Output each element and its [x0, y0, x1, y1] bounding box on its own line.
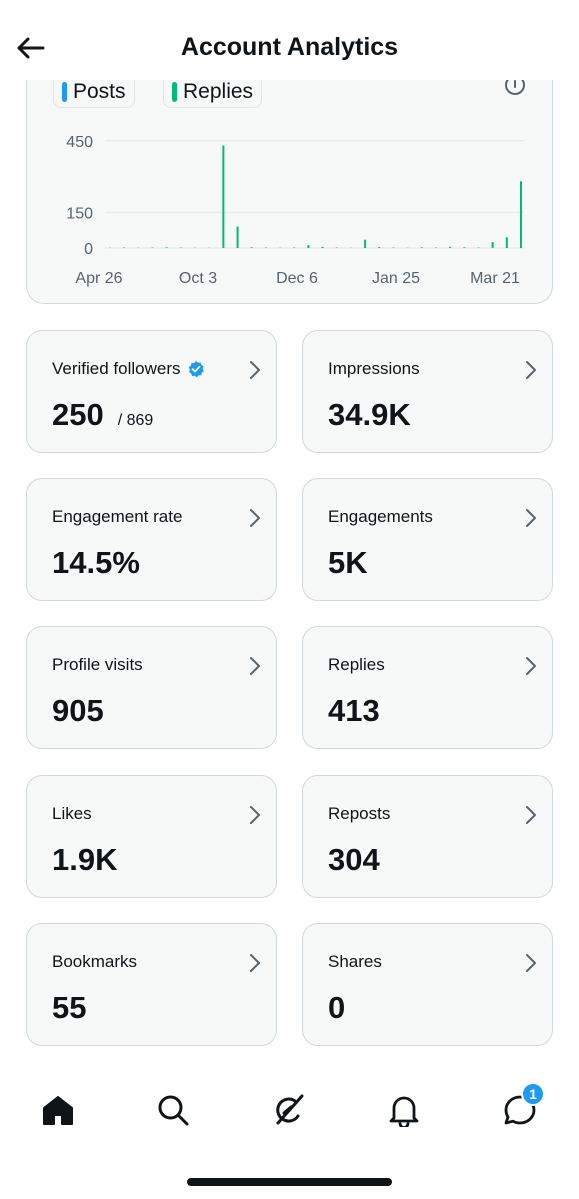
- legend-posts[interactable]: Posts: [53, 76, 135, 108]
- stat-value: 34.9K: [328, 397, 411, 432]
- tab-notifications[interactable]: [374, 1080, 434, 1140]
- stat-card-engagements[interactable]: Engagements 5K: [302, 478, 553, 601]
- stat-value: 413: [328, 693, 380, 728]
- tab-home[interactable]: [28, 1080, 88, 1140]
- chevron-right-icon: [250, 806, 260, 824]
- x-tick-label: Dec 6: [276, 270, 318, 287]
- chevron-right-icon: [250, 509, 260, 527]
- stat-card-likes[interactable]: Likes 1.9K: [26, 775, 277, 898]
- x-tick-label: Oct 3: [179, 270, 217, 287]
- stat-value: 5K: [328, 545, 368, 580]
- chevron-right-icon: [250, 361, 260, 379]
- chart-bar-replies: [463, 247, 466, 248]
- chart-bar-replies: [236, 226, 239, 248]
- stat-card-impressions[interactable]: Impressions 34.9K: [302, 330, 553, 453]
- stat-value: 14.5%: [52, 545, 140, 580]
- chart-gridlines: [105, 140, 524, 249]
- chevron-right-icon: [526, 509, 536, 527]
- arrow-left-icon: [17, 37, 45, 59]
- chevron-right-icon: [526, 361, 536, 379]
- chart-bar-replies: [449, 246, 452, 248]
- analytics-chart-card: Posts Replies 450 150 0 Apr 26 Oct 3 Dec 6 Ja…: [26, 60, 553, 304]
- chart-bar-replies: [321, 246, 324, 248]
- chart-bars: [109, 145, 522, 248]
- stat-value: 0: [328, 990, 346, 1025]
- stat-card-replies[interactable]: Replies 413: [302, 626, 553, 749]
- chart-bar-replies: [420, 247, 423, 248]
- chevron-right-icon: [250, 657, 260, 675]
- chart-bar-replies: [364, 239, 367, 248]
- stat-label: Engagements: [328, 507, 433, 526]
- stat-card-engagement-rate[interactable]: Engagement rate 14.5%: [26, 478, 277, 601]
- stat-value: 1.9K: [52, 842, 118, 877]
- x-tick-label: Jan 25: [372, 270, 420, 287]
- stat-card-shares[interactable]: Shares 0: [302, 923, 553, 1046]
- stat-value: 250: [52, 397, 104, 432]
- tab-grok[interactable]: [259, 1080, 319, 1140]
- stat-card-reposts[interactable]: Reposts 304: [302, 775, 553, 898]
- verified-badge-icon: [188, 361, 204, 378]
- stat-label: Verified followers: [52, 359, 181, 378]
- y-tick-label: 150: [66, 205, 93, 222]
- stat-value: 304: [328, 842, 380, 877]
- home-indicator: [187, 1178, 392, 1186]
- stat-label: Replies: [328, 655, 385, 674]
- stat-value-wrapper: 250 / 869: [52, 397, 153, 433]
- chevron-right-icon: [250, 954, 260, 972]
- top-bar: Account Analytics: [0, 0, 579, 80]
- bell-icon: [389, 1096, 419, 1127]
- analytics-chart: 450 150 0 Apr 26 Oct 3 Dec 6 Jan 25 Mar 21: [66, 134, 524, 287]
- home-icon: [43, 1096, 73, 1125]
- stat-label: Engagement rate: [52, 507, 183, 526]
- stat-label: Likes: [52, 804, 92, 823]
- chart-bar-replies: [520, 181, 522, 248]
- chart-bar-replies: [491, 242, 494, 248]
- y-tick-label: 0: [84, 241, 93, 258]
- stat-value: 55: [52, 990, 87, 1025]
- page-title: Account Analytics: [180, 33, 399, 61]
- tab-messages[interactable]: 1: [490, 1080, 550, 1140]
- chart-bar-replies: [250, 247, 253, 248]
- y-tick-label: 450: [66, 134, 93, 151]
- search-icon: [158, 1095, 189, 1126]
- legend-replies-label: Replies: [183, 79, 254, 103]
- notification-badge: 1: [521, 1082, 545, 1106]
- legend-replies[interactable]: Replies: [163, 76, 263, 108]
- stat-label: Reposts: [328, 804, 391, 823]
- replies-swatch: [172, 81, 177, 102]
- posts-swatch: [62, 81, 67, 102]
- back-button[interactable]: [12, 30, 48, 66]
- stat-sub-value: / 869: [117, 412, 154, 429]
- stat-label: Shares: [328, 952, 382, 971]
- stat-label: Bookmarks: [52, 952, 138, 971]
- chart-x-ticks: Apr 26 Oct 3 Dec 6 Jan 25 Mar 21: [75, 270, 520, 287]
- stat-label: Profile visits: [52, 655, 143, 674]
- grok-icon: [276, 1094, 304, 1125]
- chart-bar-replies: [378, 247, 381, 248]
- legend-posts-label: Posts: [73, 79, 126, 103]
- tab-search[interactable]: [143, 1080, 203, 1140]
- chart-bar-replies: [505, 237, 508, 248]
- bottom-tab-bar: 1: [0, 1080, 579, 1140]
- chart-bar-replies: [165, 247, 168, 248]
- chart-y-ticks: 450 150 0: [66, 134, 93, 258]
- chevron-right-icon: [526, 954, 536, 972]
- messages-icon: [504, 1095, 536, 1125]
- stat-card-verified-followers[interactable]: Verified followers 250 / 869: [26, 330, 277, 453]
- chevron-right-icon: [526, 657, 536, 675]
- stat-label: Impressions: [328, 359, 420, 378]
- x-tick-label: Mar 21: [470, 270, 520, 287]
- stat-card-bookmarks[interactable]: Bookmarks 55: [26, 923, 277, 1046]
- x-tick-label: Apr 26: [75, 270, 122, 287]
- stat-card-profile-visits[interactable]: Profile visits 905: [26, 626, 277, 749]
- chart-bar-replies: [222, 145, 225, 248]
- stat-label-wrapper: Verified followers: [52, 359, 205, 379]
- stat-value: 905: [52, 693, 104, 728]
- chevron-right-icon: [526, 806, 536, 824]
- chart-bar-replies: [307, 245, 310, 248]
